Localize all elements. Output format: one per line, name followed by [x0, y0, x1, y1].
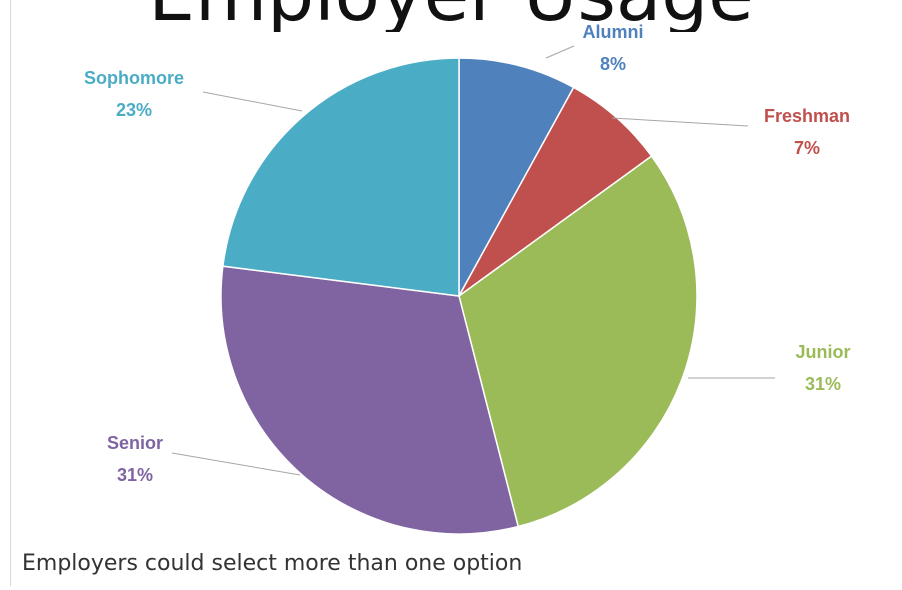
- data-label-sophomore: Sophomore: [84, 68, 184, 88]
- data-label-junior: Junior: [795, 342, 850, 362]
- leader-line-senior: [171, 452, 301, 476]
- pie-slice-freshman: [458, 86, 653, 297]
- footnote: Employers could select more than one opt…: [22, 551, 523, 576]
- data-label-senior: Senior: [107, 433, 163, 453]
- data-value-junior: 31%: [805, 374, 841, 394]
- data-label-alumni: Alumni: [583, 22, 644, 42]
- data-value-alumni: 8%: [600, 54, 626, 74]
- pie-slice-senior: [220, 265, 520, 535]
- chart-border: [10, 0, 11, 586]
- leader-line-alumni: [545, 45, 575, 59]
- data-value-freshman: 7%: [794, 138, 820, 158]
- leader-line-sophomore: [202, 91, 303, 112]
- data-value-sophomore: 23%: [116, 100, 152, 120]
- data-value-senior: 31%: [117, 465, 153, 485]
- data-label-freshman: Freshman: [764, 106, 850, 126]
- slide-title: Employer Usage: [0, 0, 902, 32]
- pie-slice-alumni: [458, 57, 575, 297]
- pie-slice-sophomore: [222, 57, 460, 297]
- leader-line-freshman: [611, 117, 749, 127]
- pie-slice-junior: [458, 155, 698, 528]
